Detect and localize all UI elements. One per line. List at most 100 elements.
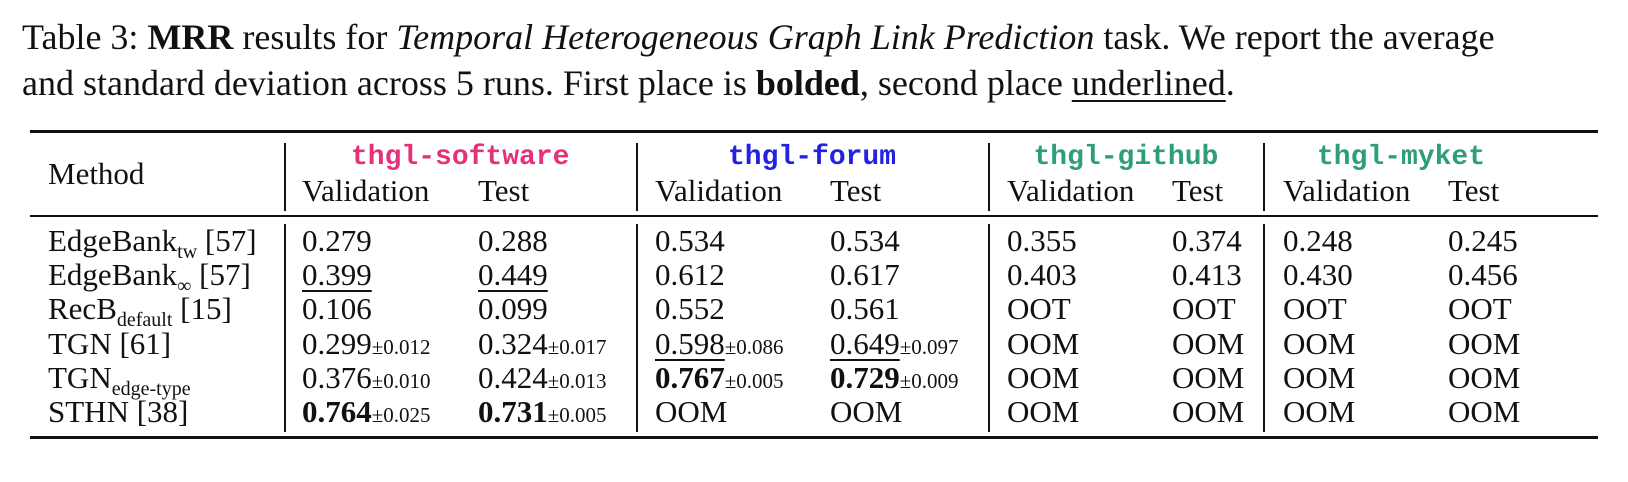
table-cell: 0.413 (1172, 258, 1242, 292)
caption-line-1: Table 3: MRR results for Temporal Hetero… (22, 14, 1618, 60)
table-cell: 0.449 (478, 258, 548, 292)
table-cell: OOM (1448, 359, 1521, 395)
test-header: Test (478, 173, 530, 208)
table-cell: OOM (1448, 395, 1520, 429)
cell-value: OOM (1172, 394, 1245, 429)
caption-metric: MRR (147, 17, 234, 57)
method-reference: [57] (191, 257, 251, 293)
cell-value: OOT (1448, 291, 1512, 327)
table-cell: 0.764±0.025 (302, 395, 431, 432)
cell-value: OOM (1448, 359, 1521, 395)
table-cell: 0.767±0.005 (655, 360, 784, 398)
table-cell: OOM (1448, 326, 1520, 361)
table-cell: OOM (1007, 359, 1080, 395)
cell-value: 0.534 (655, 223, 725, 258)
cell-value: OOM (1172, 359, 1245, 395)
cell-value: 0.288 (478, 223, 548, 258)
top-rule (30, 130, 1598, 133)
table-cell: 0.324±0.017 (478, 326, 607, 364)
method-header: Method (48, 156, 145, 191)
cell-value: 0.413 (1172, 257, 1242, 293)
cell-value: OOM (1283, 394, 1356, 429)
table-cell: OOM (1172, 325, 1245, 361)
cell-value: 0.106 (302, 291, 372, 327)
table-cell: 0.731±0.005 (478, 395, 607, 432)
table-cell: 0.552 (655, 292, 725, 326)
table-cell: OOM (1172, 395, 1244, 429)
cell-value: 0.355 (1007, 223, 1077, 258)
method-reference: [15] (172, 291, 232, 327)
table-cell: 0.561 (830, 292, 900, 326)
cell-value: 0.731 (478, 394, 548, 429)
cell-value: 0.099 (478, 291, 548, 327)
table-cell: 0.279 (302, 224, 372, 258)
cell-value: OOM (1448, 394, 1521, 429)
cell-value: 0.649 (830, 325, 900, 361)
column-separator (1263, 143, 1265, 211)
caption-bolded: bolded (755, 63, 860, 103)
table-cell: 0.376±0.010 (302, 359, 431, 398)
cell-std: ±0.009 (899, 368, 959, 393)
cell-value: OOM (1172, 325, 1245, 361)
cell-value: 0.374 (1172, 223, 1242, 258)
method-reference: [57] (197, 223, 257, 258)
table-cell: 0.099 (478, 292, 548, 326)
caption-line2a: and standard deviation across 5 runs. Fi… (22, 63, 747, 103)
table-cell: 0.729±0.009 (830, 359, 959, 398)
table-cell: 0.248 (1283, 224, 1353, 258)
test-header: Test (1448, 173, 1500, 208)
method-subscript: default (116, 309, 173, 332)
cell-value: 0.729 (830, 359, 900, 395)
table-caption: Table 3: MRR results for Temporal Hetero… (22, 14, 1618, 106)
cell-value: 0.248 (1283, 223, 1353, 258)
cell-std: ±0.017 (547, 334, 607, 359)
table-cell: 0.374 (1172, 224, 1242, 258)
test-header: Test (830, 173, 882, 208)
table-cell: OOM (1007, 395, 1079, 429)
cell-value: 0.279 (302, 223, 372, 258)
cell-value: OOM (1007, 394, 1080, 429)
table-cell: OOT (1007, 292, 1071, 326)
table-cell: 0.399 (302, 258, 372, 292)
table-cell: OOT (1172, 292, 1236, 326)
cell-std: ±0.097 (899, 334, 959, 359)
cell-std: ±0.025 (371, 403, 431, 427)
table-cell: 0.299±0.012 (302, 326, 431, 364)
method-base: TGN (48, 359, 112, 395)
cell-value: 0.612 (655, 257, 725, 293)
cell-value: 0.534 (830, 223, 900, 258)
table-cell: OOM (1283, 326, 1355, 361)
method-reference: [38] (128, 394, 189, 429)
cell-value: 0.764 (302, 394, 372, 429)
cell-std: ±0.010 (371, 368, 431, 393)
validation-header: Validation (302, 173, 430, 208)
column-separator (284, 224, 286, 432)
method-subscript: ∞ (177, 275, 192, 298)
method-base: RecB (48, 291, 117, 327)
table-cell: 0.598±0.086 (655, 326, 784, 364)
cell-value: 0.376 (302, 359, 372, 395)
caption-text-2: task. We report the average (1103, 17, 1495, 57)
cell-value: 0.399 (302, 257, 372, 293)
column-separator (988, 143, 990, 211)
caption-line-2: and standard deviation across 5 runs. Fi… (22, 60, 1618, 106)
table-cell: OOT (1283, 292, 1347, 326)
cell-value: 0.552 (655, 291, 725, 327)
table-cell: 0.288 (478, 224, 548, 258)
caption-label: Table 3: (22, 17, 139, 57)
cell-value: 0.617 (830, 257, 900, 293)
caption-line2b: , second place (859, 63, 1063, 103)
test-header: Test (1172, 173, 1224, 208)
method-base: EdgeBank (48, 257, 178, 293)
cell-value: OOM (1007, 359, 1080, 395)
method-name: TGN [61] (48, 326, 171, 361)
table-cell: OOM (1172, 359, 1245, 395)
table-cell: 0.617 (830, 258, 900, 292)
column-separator (988, 224, 990, 432)
table-cell: 0.355 (1007, 224, 1077, 258)
table-cell: 0.534 (655, 224, 725, 258)
dataset-header: thgl-github (1033, 142, 1219, 173)
table-cell: 0.430 (1283, 258, 1353, 292)
method-name: EdgeBank∞ [57] (48, 257, 251, 297)
cell-value: OOM (830, 394, 903, 429)
